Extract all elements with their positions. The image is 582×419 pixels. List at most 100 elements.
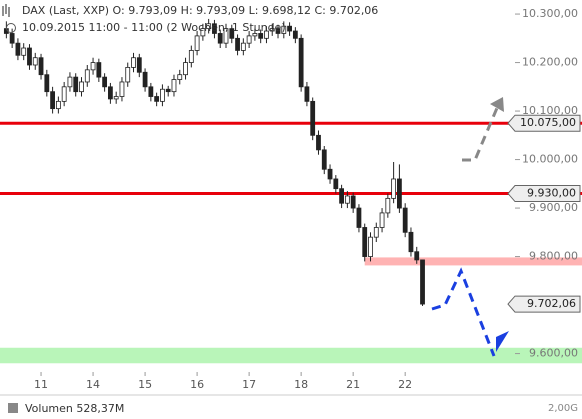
x-tick-label: 17 xyxy=(242,378,256,391)
candle-body xyxy=(107,86,113,100)
level-label: 9.930,00 xyxy=(527,187,576,200)
candle-body xyxy=(344,195,350,204)
candle-body xyxy=(177,74,183,80)
candle-body xyxy=(240,42,246,51)
volume-tick: 2,00G xyxy=(548,403,578,414)
level-label-box xyxy=(507,185,581,203)
candle-body xyxy=(15,42,21,56)
candle-body xyxy=(292,30,298,39)
y-tick-label: 9.900,00 xyxy=(529,201,578,214)
candle-body xyxy=(310,100,316,136)
candle-body xyxy=(44,74,50,93)
level-label: 10.075,00 xyxy=(520,116,576,129)
candle-body xyxy=(373,227,379,238)
candle-body xyxy=(171,79,177,93)
candle-body xyxy=(90,62,96,71)
candle-body xyxy=(206,23,212,30)
candle-body xyxy=(246,35,252,44)
candle-body xyxy=(9,33,15,44)
candle-body xyxy=(321,149,327,170)
candle-body xyxy=(379,212,385,228)
last-price-label: 9.702,06 xyxy=(527,297,576,310)
candle-body xyxy=(84,69,90,83)
candle-body xyxy=(212,23,217,34)
candle-body xyxy=(148,86,154,97)
x-tick-label: 11 xyxy=(34,378,48,391)
candle-body xyxy=(27,47,32,66)
x-tick-label: 22 xyxy=(398,378,412,391)
candle-body xyxy=(125,67,131,83)
chart-subtitle: 10.09.2015 11:00 - 11:00 (2 Wochen, 1 St… xyxy=(22,21,286,34)
candle-body xyxy=(287,25,292,32)
candle-body xyxy=(402,207,408,233)
y-tick-label: 10.000,00 xyxy=(522,153,578,166)
candle-body xyxy=(217,33,223,44)
candle-body xyxy=(55,100,61,110)
candle-body xyxy=(252,33,258,37)
y-tick-label: 9.600,00 xyxy=(529,347,578,360)
candle-body xyxy=(350,195,356,209)
candle-body xyxy=(223,28,229,44)
candle-body xyxy=(131,57,136,68)
candle-body xyxy=(50,91,55,110)
candle-body xyxy=(396,178,402,209)
y-tick-label: 10.300,00 xyxy=(522,7,578,20)
candle-body xyxy=(194,35,200,51)
candle-body xyxy=(229,28,235,39)
level-label-box xyxy=(507,114,581,132)
candle-body xyxy=(165,88,171,93)
candle-body xyxy=(408,231,414,253)
candle-body xyxy=(96,62,102,78)
candle-body xyxy=(264,30,269,39)
volume-icon xyxy=(8,403,18,413)
resistance-zone xyxy=(364,257,582,266)
candle-body xyxy=(102,76,108,88)
candle-body xyxy=(356,207,362,228)
candle-body xyxy=(333,178,339,190)
support-zone xyxy=(0,347,582,364)
candle-body xyxy=(368,236,373,257)
x-tick-label: 14 xyxy=(86,378,100,391)
candle-body xyxy=(258,33,264,39)
candle-body xyxy=(136,57,142,73)
candle-body xyxy=(183,62,188,76)
chart-title: DAX (Last, XXP) O: 9.793,09 H: 9.793,09 … xyxy=(22,4,378,17)
candle-body xyxy=(67,76,73,88)
candle-body xyxy=(32,57,38,66)
candle-body xyxy=(269,28,275,32)
candle-body xyxy=(316,134,321,151)
candle-body xyxy=(298,37,304,88)
last-price-box xyxy=(507,295,581,313)
candle-body xyxy=(200,28,206,37)
x-tick-label: 21 xyxy=(346,378,360,391)
candle-body xyxy=(154,96,160,102)
candle-body xyxy=(281,25,287,34)
candle-body xyxy=(385,197,391,214)
candle-body xyxy=(420,259,425,305)
arrowhead xyxy=(496,331,509,352)
candle-body xyxy=(142,71,148,88)
candle-body xyxy=(21,47,27,56)
candle-body xyxy=(327,168,333,180)
x-tick-label: 15 xyxy=(138,378,152,391)
candle-body xyxy=(362,227,368,257)
candle-body xyxy=(73,76,79,93)
candle-body xyxy=(391,178,397,199)
candle-body xyxy=(79,81,84,93)
header-icon xyxy=(2,4,10,17)
candle-body xyxy=(113,96,119,100)
volume-label: Volumen 528,37M xyxy=(25,402,124,415)
arrowhead xyxy=(490,97,504,112)
y-tick-label: 10.100,00 xyxy=(522,104,578,117)
x-tick-label: 16 xyxy=(190,378,204,391)
candle-body xyxy=(339,188,344,204)
x-tick-label: 18 xyxy=(294,378,308,391)
forecast-arrow-down xyxy=(431,267,496,357)
candle-body xyxy=(61,86,67,102)
candle-body xyxy=(38,57,44,76)
candle-body xyxy=(275,28,281,34)
candle-body xyxy=(414,251,420,261)
y-tick-label: 9.800,00 xyxy=(529,250,578,263)
candle-body xyxy=(235,37,240,51)
